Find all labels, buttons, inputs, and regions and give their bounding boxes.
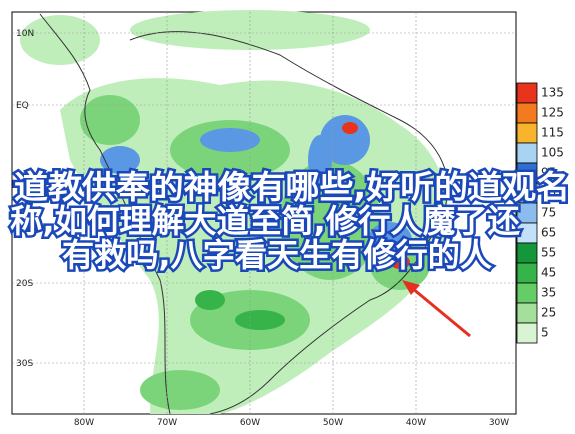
legend-swatch — [516, 102, 538, 124]
precip-mid — [80, 95, 430, 410]
legend-label: 55 — [541, 246, 556, 260]
lon-label: 30W — [489, 418, 509, 428]
lat-label: 10N — [16, 29, 34, 39]
legend-label: 35 — [541, 286, 556, 300]
legend-swatch — [516, 262, 538, 284]
legend-label: 75 — [541, 206, 556, 220]
map: 10N EQ 10S 20S 30S 80W 70W 60W 50W 40W 30W — [11, 10, 517, 428]
graticule — [12, 12, 516, 414]
lon-label: 80W — [74, 418, 94, 428]
legend-label: 65 — [541, 226, 556, 240]
legend-label: 85 — [541, 186, 556, 200]
lon-label: 50W — [323, 418, 343, 428]
legend-swatch — [516, 322, 538, 344]
legend-label: 25 — [541, 306, 556, 320]
legend-label: 105 — [541, 146, 564, 160]
overlay-line: 道教供奉的神像有哪些,好听的道观名 — [14, 168, 570, 206]
lat-label: EQ — [16, 101, 29, 111]
legend-swatch — [516, 282, 538, 304]
legend-label: 135 — [541, 86, 564, 100]
precip-heavy — [195, 290, 285, 330]
overlay-line: 有救吗,八字看天生有修行的人 — [62, 236, 492, 274]
arrow — [411, 286, 471, 338]
legend-label: 125 — [541, 106, 564, 120]
axis-labels: 10N EQ 10S 20S 30S 80W 70W 60W 50W 40W 30W — [16, 29, 509, 428]
legend-swatch — [516, 222, 538, 244]
legend-swatch — [516, 202, 538, 224]
precip-red — [342, 122, 410, 269]
legend-swatch — [516, 302, 538, 324]
lat-label: 30S — [16, 359, 33, 369]
legend-swatch — [516, 122, 538, 144]
lon-label: 40W — [406, 418, 426, 428]
legend-label: 115 — [541, 126, 564, 140]
coastline — [39, 13, 449, 415]
lon-label: 60W — [240, 418, 260, 428]
legend-swatch — [516, 142, 538, 164]
legend-swatch — [516, 82, 538, 104]
overlay-line: 称,如何理解大道至简,修行人魔了还 — [10, 202, 521, 240]
legend: 135 125 115 105 95 85 75 65 55 45 35 25 5 — [516, 82, 564, 344]
legend-label: 5 — [541, 326, 549, 340]
legend-label: 95 — [541, 166, 556, 180]
arrow-head — [402, 280, 420, 295]
legend-swatch — [516, 242, 538, 264]
legend-label: 45 — [541, 266, 556, 280]
lon-label: 70W — [157, 418, 177, 428]
lat-label: 10S — [16, 174, 33, 184]
lat-label: 20S — [16, 279, 33, 289]
overlay-text: 道教供奉的神像有哪些,好听的道观名称,如何理解大道至简,修行人魔了还有救吗,八字… — [8, 166, 573, 277]
